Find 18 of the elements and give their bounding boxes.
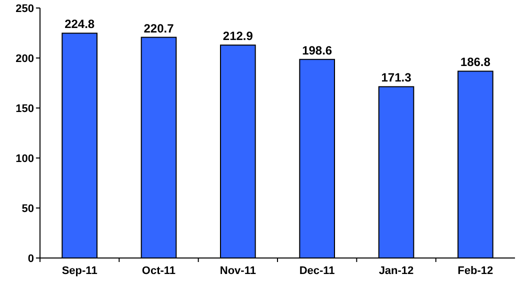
y-tick-label: 50 — [22, 202, 34, 215]
x-tick-label: Oct-11 — [142, 265, 176, 277]
data-label: 198.6 — [302, 43, 332, 58]
y-tick-label: 100 — [16, 152, 34, 165]
data-label: 186.8 — [460, 55, 491, 70]
data-label: 224.8 — [64, 17, 95, 32]
data-label: 220.7 — [144, 21, 174, 36]
x-tick-label: Dec-11 — [299, 265, 335, 277]
data-label: 212.9 — [222, 29, 254, 44]
x-tick-label: Nov-11 — [220, 265, 256, 277]
y-tick-label: 250 — [16, 2, 34, 15]
x-tick-label: Jan-12 — [378, 265, 414, 277]
x-tick-label: Feb-12 — [458, 265, 494, 277]
y-tick-label: 0 — [28, 252, 34, 265]
x-tick-label: Sep-11 — [62, 265, 98, 277]
y-tick-label: 200 — [16, 52, 34, 65]
y-tick-label: 150 — [16, 102, 34, 115]
data-label: 171.3 — [381, 70, 412, 85]
